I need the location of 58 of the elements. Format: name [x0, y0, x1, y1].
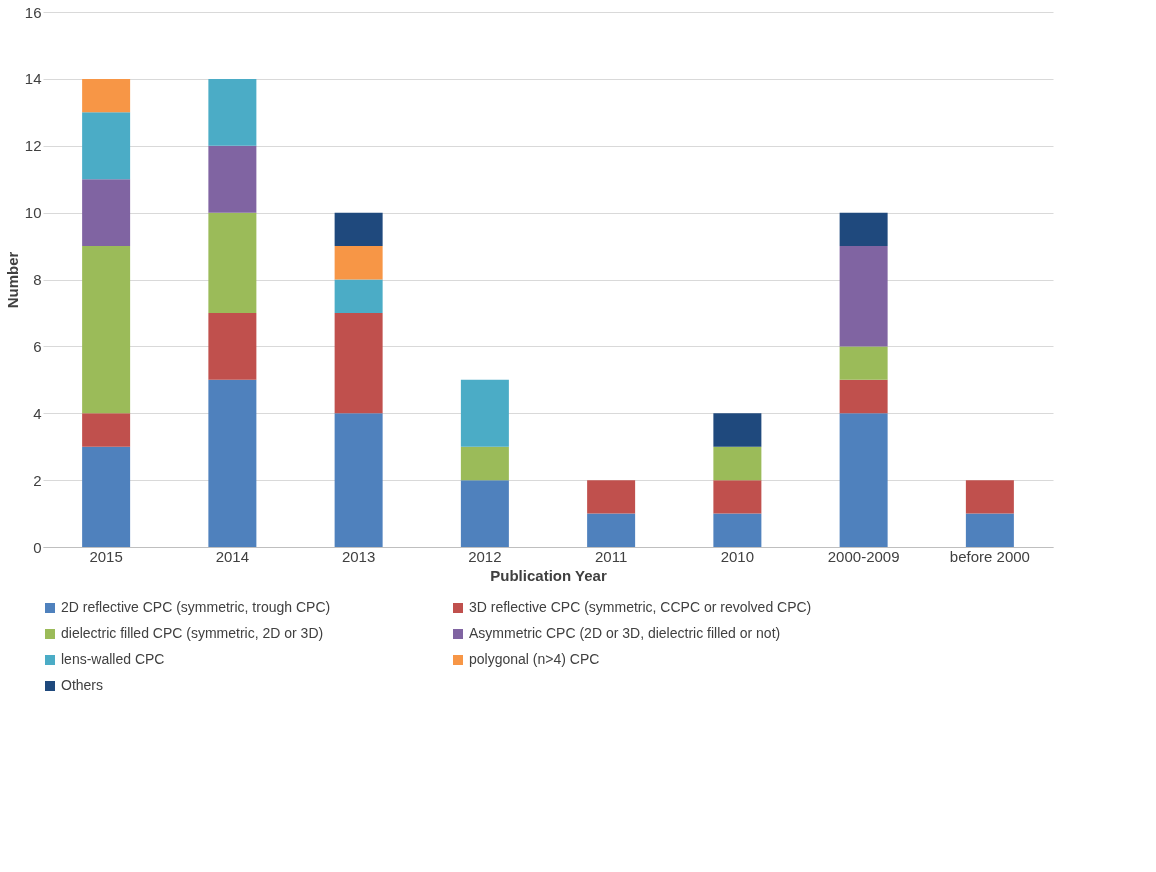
bar	[82, 413, 131, 447]
bar	[713, 446, 762, 481]
bar	[839, 246, 888, 347]
bar	[839, 212, 888, 247]
legend-label: dielectric filled CPC (symmetric, 2D or 3D)	[61, 625, 324, 641]
y-tick-label: 0	[33, 538, 42, 556]
bar	[460, 379, 509, 447]
bar	[82, 78, 131, 113]
x-tick-label: 2010	[720, 547, 755, 565]
bar	[839, 413, 888, 547]
bar	[82, 246, 131, 414]
bar	[334, 312, 383, 414]
y-tick-label: 4	[33, 404, 42, 422]
y-tick-label: 6	[33, 337, 42, 355]
x-tick-label: 2012	[468, 547, 502, 565]
legend-label: 3D reflective CPC (symmetric, CCPC or revolved CPC)	[469, 599, 812, 615]
x-tick-label: before 2000	[949, 547, 1030, 565]
y-tick-label: 10	[24, 204, 42, 222]
bar	[713, 413, 762, 447]
bar	[82, 446, 131, 547]
bar	[839, 346, 888, 380]
y-tick-label: 8	[33, 271, 42, 288]
bar	[587, 480, 636, 514]
x-tick-label: 2011	[594, 547, 628, 565]
bar	[334, 246, 383, 280]
legend-label: Asymmetric CPC (2D or 3D, dielectric filled or not)	[469, 625, 781, 641]
bar	[208, 212, 257, 313]
legend-label: lens-walled CPC	[61, 651, 165, 667]
y-tick-label: 14	[24, 70, 42, 88]
bar	[460, 446, 509, 481]
bar	[334, 413, 383, 547]
bar	[82, 112, 131, 180]
bar	[208, 145, 257, 213]
y-tick-label: 2	[33, 471, 42, 489]
legend-label: Others	[61, 677, 104, 693]
x-axis-title: Publication Year	[490, 566, 607, 584]
bar	[82, 179, 131, 247]
x-tick-label: 2014	[215, 547, 250, 565]
x-tick-label: 2013	[341, 547, 376, 565]
legend-label: polygonal (n>4) CPC	[469, 651, 600, 667]
x-tick-label: 2015	[89, 547, 123, 565]
bar	[587, 513, 636, 547]
x-tick-label: 2000-2009	[827, 547, 900, 565]
bar	[208, 312, 257, 380]
bar	[208, 78, 257, 146]
y-tick-label: 12	[24, 137, 42, 155]
bar	[839, 379, 888, 414]
bar	[965, 480, 1014, 514]
y-tick-label: 16	[24, 3, 42, 21]
bar	[460, 480, 509, 547]
bar	[334, 279, 383, 313]
bar	[334, 212, 383, 247]
bar	[965, 513, 1014, 547]
legend-label: 2D reflective CPC (symmetric, trough CPC)	[61, 599, 331, 615]
bar	[713, 480, 762, 514]
bar	[713, 513, 762, 547]
y-axis-title: Number	[3, 251, 21, 309]
bar	[208, 379, 257, 547]
